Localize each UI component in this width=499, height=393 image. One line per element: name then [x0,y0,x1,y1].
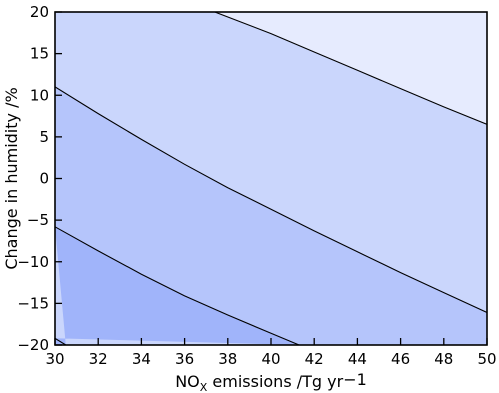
x-tick-label: 36 [175,350,194,368]
contour-2-line [55,226,300,345]
y-tick-label: −10 [17,253,49,271]
x-tick-label: 40 [261,350,280,368]
x-tick-label: 42 [305,350,324,368]
x-tick-label: 30 [45,350,64,368]
y-tick-label: 20 [30,3,49,21]
contour-fill-region-4 [55,12,487,313]
contour-1-line [55,337,67,345]
y-tick-label: −20 [17,336,49,354]
x-tick-label: 48 [434,350,453,368]
y-tick-label: −15 [17,294,49,312]
x-tick-label: 38 [218,350,237,368]
contour-3-line [55,86,487,313]
x-tick-label: 46 [391,350,410,368]
contour-fills [55,12,487,345]
y-tick-label: 5 [39,128,49,146]
y-tick-label: −5 [27,211,49,229]
x-tick-label: 50 [477,350,496,368]
y-axis: −20 −15 −10 −5 0 5 10 15 20 [17,3,62,354]
y-tick-label: 0 [39,170,49,188]
contour-fill-region-3 [55,86,487,345]
x-tick-label: 32 [89,350,108,368]
x-axis-label: NOX emissions /Tg yr−1 [175,370,367,393]
x-tick-label: 44 [348,350,367,368]
x-axis: 30 32 34 36 38 40 42 44 46 48 50 [45,338,497,368]
y-axis-label: Change in humidity /% [2,87,21,269]
contour-fill-region-2 [55,226,300,345]
y-tick-label: 15 [30,45,49,63]
x-tick-label: 34 [132,350,151,368]
contour-lines [55,12,487,345]
contour-4-line [214,12,487,125]
y-tick-label: 10 [30,86,49,104]
